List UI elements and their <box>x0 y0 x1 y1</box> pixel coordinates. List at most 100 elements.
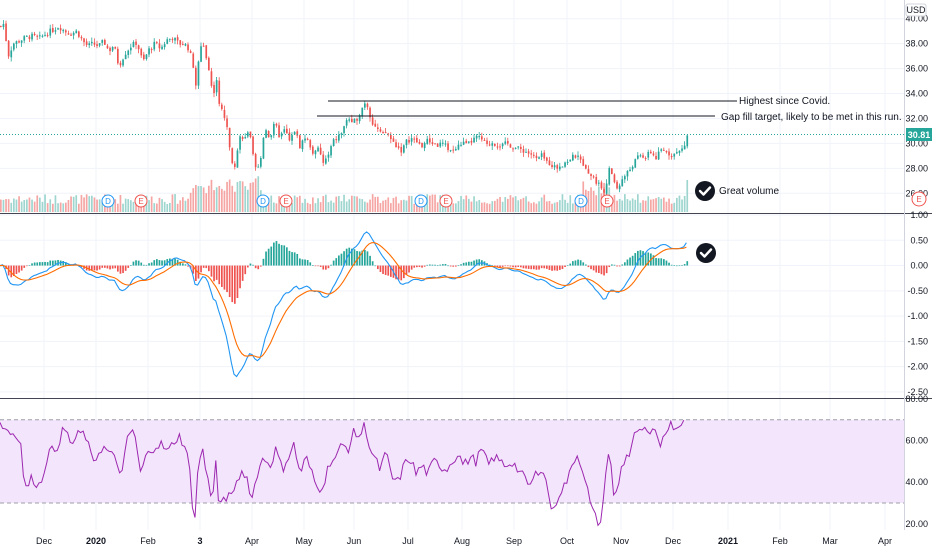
candle-body <box>145 54 148 59</box>
volume-bar <box>182 197 184 212</box>
candle-body <box>189 51 192 53</box>
volume-bar <box>65 202 67 212</box>
macd-histogram-bar <box>114 265 117 269</box>
macd-histogram-bar <box>195 265 197 282</box>
rsi-axis[interactable]: 80.00 60.00 40.00 20.00 <box>905 394 928 529</box>
candle-body <box>650 151 652 154</box>
annotation-lines[interactable] <box>0 100 904 135</box>
candle-body <box>130 47 132 51</box>
time-tick: 2021 <box>718 536 738 546</box>
macd-histogram-bar <box>642 251 644 266</box>
currency-label[interactable]: USD <box>905 3 927 17</box>
candle-body <box>314 150 317 155</box>
candle-body <box>405 139 408 146</box>
candle-body <box>387 133 390 135</box>
volume-bar <box>592 190 595 212</box>
candle-body <box>501 143 504 147</box>
macd-axis[interactable]: 1.00 0.50 0.00 -0.50 -1.00 -1.50 -2.00 -2.50 <box>907 210 928 397</box>
macd-histogram-bar <box>647 252 650 266</box>
candle-body <box>595 177 598 184</box>
macd-histogram-bar <box>234 265 236 304</box>
macd-histogram-bar <box>408 265 410 273</box>
candle-body <box>348 119 351 121</box>
macd-histogram-bar <box>366 251 369 266</box>
macd-histogram-bar <box>494 265 496 267</box>
macd-histogram-bar <box>179 261 182 266</box>
volume-bar <box>423 203 426 212</box>
volume-bar <box>340 201 343 212</box>
macd-histogram-bar <box>161 260 163 266</box>
volume-bar <box>317 198 319 212</box>
macd-histogram-bar <box>665 260 668 266</box>
macd-histogram-bar <box>525 265 527 269</box>
earnings-badge[interactable]: E <box>911 191 927 207</box>
volume-bar <box>179 200 182 212</box>
macd-histogram-bar <box>296 253 299 266</box>
candle-body <box>132 42 135 48</box>
candle-body <box>509 144 512 148</box>
volume-bar <box>327 202 330 212</box>
candle-body <box>280 133 283 137</box>
volume-bar <box>642 200 644 212</box>
volume-bar <box>13 198 15 212</box>
marker-circle <box>600 194 614 208</box>
volume-bar <box>434 194 436 212</box>
macd-histogram-bar <box>145 264 148 266</box>
macd-histogram-bar <box>306 260 309 266</box>
macd-histogram-bar <box>221 265 223 287</box>
candle-body <box>127 50 130 56</box>
volume-bar <box>252 182 254 212</box>
macd-histogram-bar <box>192 265 195 274</box>
macd-histogram-bar <box>132 261 135 266</box>
candle-body <box>611 168 613 175</box>
macd-histogram-bar <box>457 265 460 266</box>
dividend-marker[interactable]: D <box>256 194 270 208</box>
dividend-marker[interactable]: D <box>574 194 588 208</box>
dividend-marker[interactable]: D <box>101 194 115 208</box>
volume-bar <box>361 199 364 212</box>
candle-body <box>421 142 423 148</box>
earnings-marker[interactable]: E <box>439 194 453 208</box>
volume-bar <box>683 195 686 212</box>
macd-histogram-bar <box>626 259 629 266</box>
marker-label: D <box>260 197 266 206</box>
volume-bar <box>475 201 478 212</box>
volume-bar <box>299 195 301 212</box>
macd-histogram-bar <box>556 265 559 271</box>
candle-body <box>408 140 410 143</box>
macd-histogram-bar <box>572 261 574 266</box>
volume-bar <box>325 194 327 212</box>
earnings-marker[interactable]: E <box>134 194 148 208</box>
macd-histogram-bar <box>228 265 231 298</box>
macd-histogram-bar <box>618 265 621 267</box>
macd-tick: -0.50 <box>907 286 928 296</box>
macd-histogram-bar <box>62 260 65 266</box>
candle-body <box>247 132 249 137</box>
candle-body <box>5 23 7 42</box>
time-axis[interactable]: Dec 2020 Feb 3 Apr May Jun Jul Aug Sep Oct Nov Dec 20… <box>36 536 892 546</box>
volume-bar <box>254 178 257 212</box>
macd-histogram-bar <box>410 265 413 270</box>
volume-bar <box>356 196 358 212</box>
candle-body <box>686 135 689 147</box>
earnings-marker[interactable]: E <box>600 194 614 208</box>
dividend-marker[interactable]: D <box>414 194 428 208</box>
macd-histogram-bar <box>478 259 481 266</box>
volume-bar <box>163 201 166 212</box>
candle-body <box>267 131 270 138</box>
earnings-marker[interactable]: E <box>279 194 293 208</box>
candle-body <box>644 157 647 159</box>
macd-histogram-bar <box>540 265 543 269</box>
candle-body <box>114 46 117 49</box>
volume-bar <box>478 199 481 212</box>
time-tick: Sep <box>506 536 522 546</box>
volume-bar <box>681 199 683 212</box>
macd-tick: 0.00 <box>910 261 928 271</box>
volume-bar <box>483 202 486 212</box>
macd-histogram-bar <box>397 265 400 280</box>
volume-bar <box>390 203 392 212</box>
candle-body <box>52 28 54 33</box>
macd-tick: -2.00 <box>907 362 928 372</box>
